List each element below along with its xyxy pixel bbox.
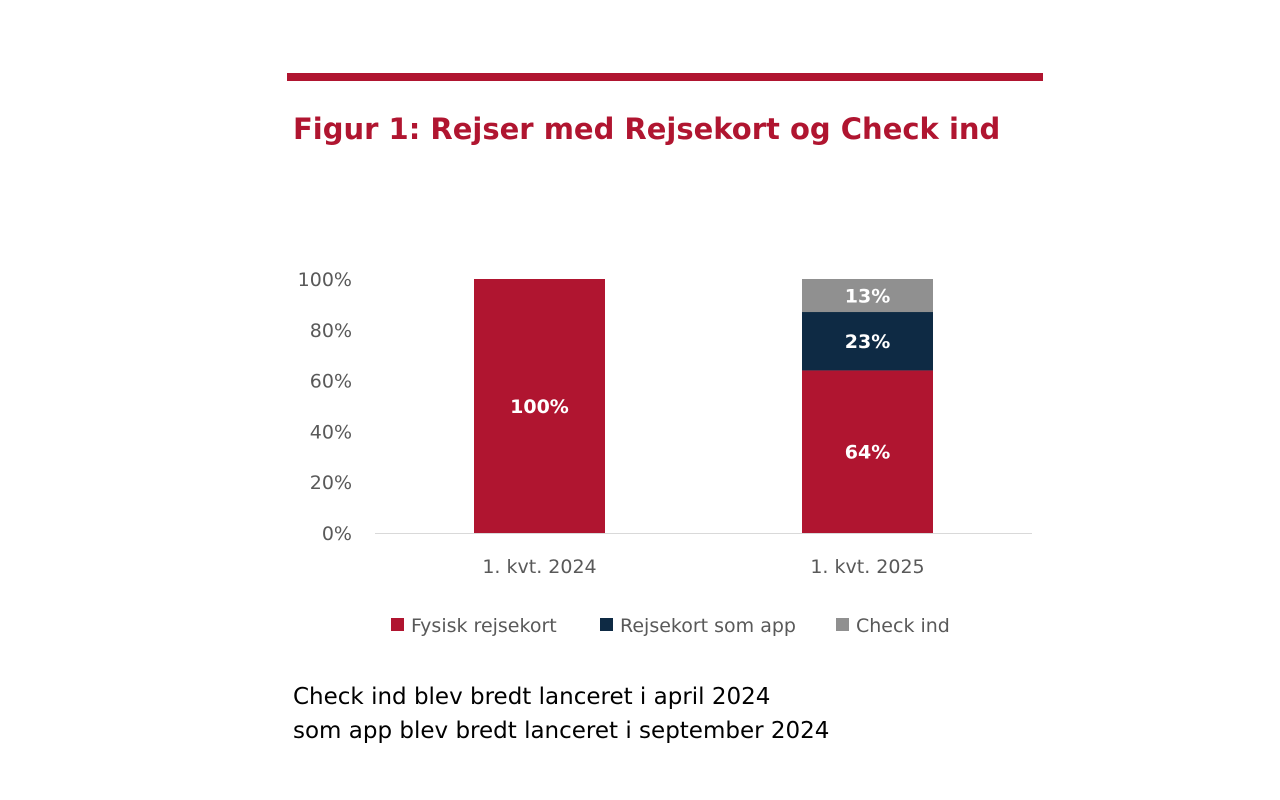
footnote-line-1: Check ind blev bredt lanceret i april 20… xyxy=(293,684,771,710)
x-tick-label: 1. kvt. 2024 xyxy=(482,556,596,578)
footnote-line-2: som app blev bredt lanceret i september … xyxy=(293,718,830,744)
data-label: 23% xyxy=(845,331,890,353)
data-label: 64% xyxy=(845,442,890,464)
legend-label: Rejsekort som app xyxy=(620,615,796,637)
bar-segment xyxy=(474,279,605,533)
legend-swatch xyxy=(600,618,613,631)
y-tick-label: 20% xyxy=(310,472,352,494)
bar-segment xyxy=(802,279,933,313)
bar-segment xyxy=(802,312,933,371)
legend-label: Check ind xyxy=(856,615,950,637)
data-label: 100% xyxy=(510,396,569,418)
y-tick-label: 100% xyxy=(298,269,352,291)
legend-swatch xyxy=(391,618,404,631)
y-tick-label: 0% xyxy=(322,523,352,545)
bar-segment xyxy=(802,370,933,533)
figure-title: Figur 1: Rejser med Rejsekort og Check i… xyxy=(293,112,1001,146)
y-tick-label: 60% xyxy=(310,371,352,393)
x-tick-label: 1. kvt. 2025 xyxy=(810,556,924,578)
legend-label: Fysisk rejsekort xyxy=(411,615,557,637)
title-rule xyxy=(287,73,1043,81)
y-tick-label: 80% xyxy=(310,320,352,342)
data-label: 13% xyxy=(845,286,890,308)
y-tick-label: 40% xyxy=(310,421,352,443)
legend-swatch xyxy=(836,618,849,631)
